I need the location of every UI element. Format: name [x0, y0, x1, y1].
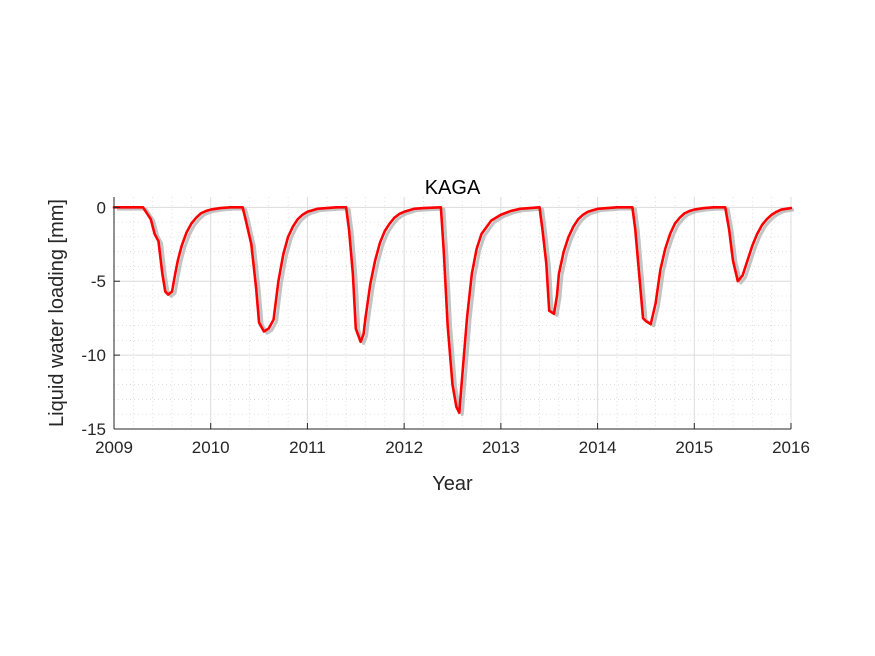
- y-tick-label: 0: [97, 198, 106, 217]
- series-layer: [112, 206, 795, 417]
- axis-lines: [113, 197, 791, 430]
- x-tick-label: 2014: [579, 438, 617, 457]
- series-line-0: [112, 206, 793, 415]
- x-tick-label: 2015: [675, 438, 713, 457]
- chart-title: KAGA: [425, 177, 481, 199]
- y-tick-label: -10: [81, 346, 106, 365]
- x-tick-labels: 2009 2010 2011 2012 2013 2014 2015 2016: [95, 438, 810, 457]
- x-tick-label: 2012: [385, 438, 423, 457]
- x-tick-label: 2010: [192, 438, 230, 457]
- tick-marks: [113, 206, 792, 430]
- x-tick-label: 2013: [482, 438, 520, 457]
- y-tick-label: -5: [91, 272, 106, 291]
- plot-area: [112, 197, 795, 430]
- y-tick-label: -15: [81, 420, 106, 439]
- minor-grid: [114, 197, 791, 429]
- axes-background: [114, 197, 791, 429]
- x-tick-label: 2011: [289, 438, 326, 457]
- x-tick-label: 2016: [772, 438, 810, 457]
- y-tick-labels: 0 -5 -10 -15: [81, 198, 106, 439]
- x-axis-label: Year: [432, 473, 473, 495]
- y-axis-label: Liquid water loading [mm]: [46, 199, 68, 427]
- x-tick-label: 2009: [95, 438, 133, 457]
